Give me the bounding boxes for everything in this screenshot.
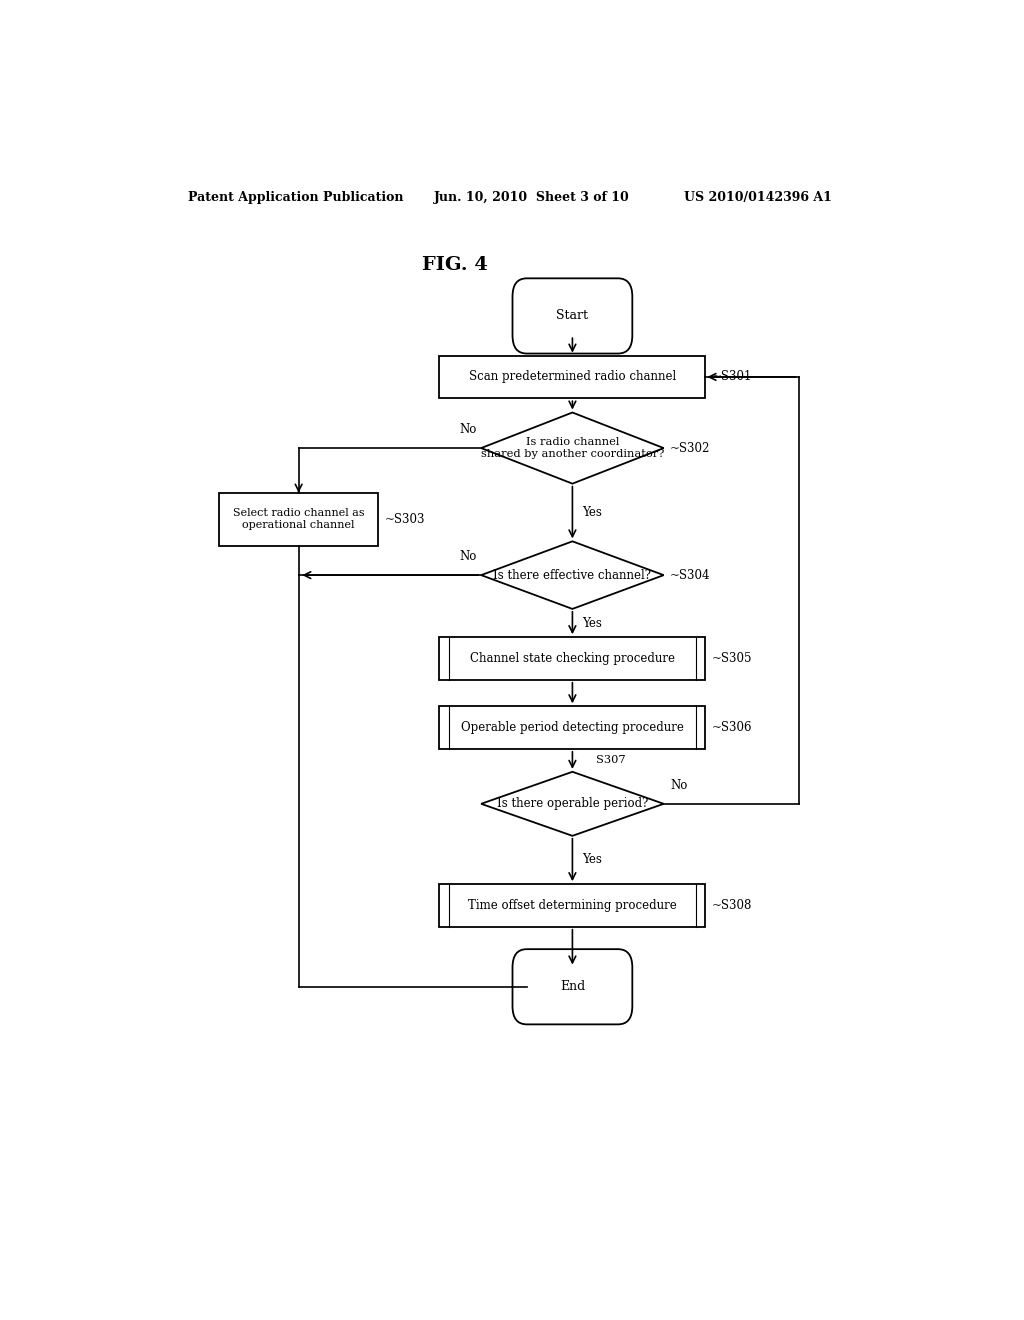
Polygon shape <box>481 541 664 609</box>
Text: Operable period detecting procedure: Operable period detecting procedure <box>461 721 684 734</box>
Bar <box>439 638 706 680</box>
Text: Time offset determining procedure: Time offset determining procedure <box>468 899 677 912</box>
Text: No: No <box>460 550 477 564</box>
Text: Yes: Yes <box>582 616 602 630</box>
Polygon shape <box>481 772 664 836</box>
Text: ~S303: ~S303 <box>384 512 425 525</box>
Text: No: No <box>670 779 687 792</box>
Text: Start: Start <box>556 309 589 322</box>
FancyBboxPatch shape <box>512 279 633 354</box>
Text: Yes: Yes <box>582 506 602 519</box>
Text: ~S306: ~S306 <box>712 721 753 734</box>
Text: ~S304: ~S304 <box>670 569 711 582</box>
Bar <box>219 492 378 545</box>
Polygon shape <box>481 412 664 483</box>
Text: Patent Application Publication: Patent Application Publication <box>187 190 403 203</box>
Text: Is there effective channel?: Is there effective channel? <box>494 569 651 582</box>
Bar <box>439 884 706 927</box>
Text: Select radio channel as
operational channel: Select radio channel as operational chan… <box>232 508 365 531</box>
Text: Jun. 10, 2010  Sheet 3 of 10: Jun. 10, 2010 Sheet 3 of 10 <box>433 190 630 203</box>
Bar <box>439 706 706 748</box>
Text: End: End <box>560 981 585 993</box>
Text: US 2010/0142396 A1: US 2010/0142396 A1 <box>684 190 831 203</box>
Text: ~S305: ~S305 <box>712 652 753 665</box>
Text: Scan predetermined radio channel: Scan predetermined radio channel <box>469 371 676 383</box>
FancyBboxPatch shape <box>512 949 633 1024</box>
Text: Is radio channel
shared by another coordinator?: Is radio channel shared by another coord… <box>480 437 665 459</box>
Text: ~S302: ~S302 <box>670 442 711 454</box>
Text: ~S301: ~S301 <box>712 371 752 383</box>
Bar <box>439 355 706 399</box>
Text: FIG. 4: FIG. 4 <box>422 256 487 275</box>
Text: Channel state checking procedure: Channel state checking procedure <box>470 652 675 665</box>
Text: ~S308: ~S308 <box>712 899 752 912</box>
Text: Is there operable period?: Is there operable period? <box>497 797 648 810</box>
Text: Yes: Yes <box>582 854 602 866</box>
Text: S307: S307 <box>596 755 626 764</box>
Text: No: No <box>460 424 477 437</box>
